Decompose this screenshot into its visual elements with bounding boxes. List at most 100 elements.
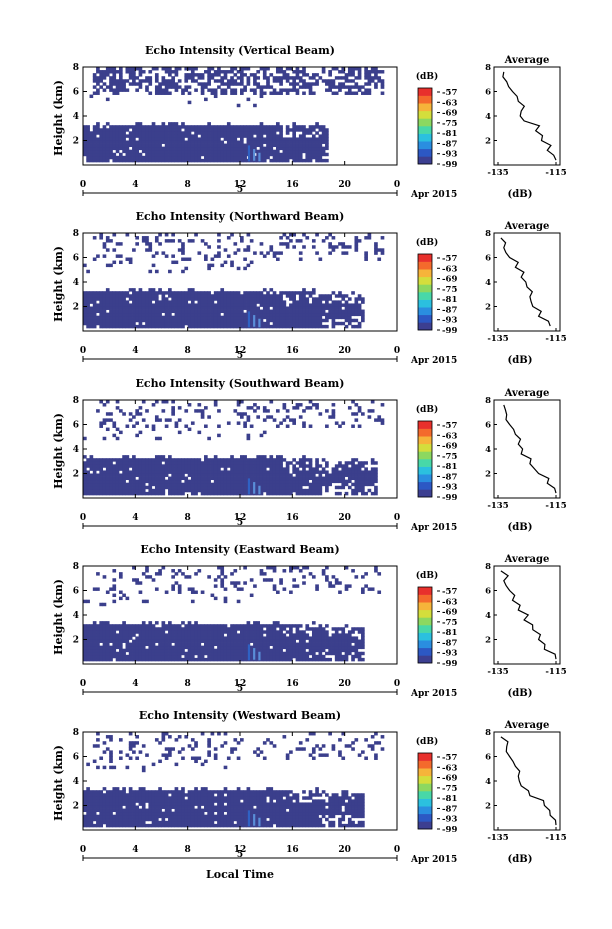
heatmap-cell bbox=[226, 324, 231, 329]
heatmap-cell bbox=[89, 636, 94, 640]
heatmap-cell bbox=[253, 636, 257, 640]
heatmap-cell bbox=[285, 131, 290, 135]
heatmap-cell bbox=[295, 128, 300, 132]
heatmap-cell bbox=[128, 73, 133, 77]
heatmap-cell bbox=[292, 476, 296, 481]
heatmap-cell bbox=[279, 479, 283, 484]
heatmap-cell bbox=[135, 152, 139, 157]
heatmap-cell bbox=[243, 458, 247, 462]
heatmap-cell bbox=[145, 479, 149, 484]
heatmap-cell bbox=[161, 657, 166, 662]
heatmap-cell bbox=[243, 651, 247, 656]
heatmap-cell bbox=[115, 146, 120, 151]
heatmap-cell bbox=[347, 245, 352, 249]
heatmap-cell bbox=[289, 291, 293, 295]
heatmap-cell bbox=[321, 239, 326, 243]
heatmap-cell bbox=[266, 155, 270, 160]
heatmap-cell bbox=[217, 461, 221, 465]
heatmap-cell bbox=[370, 458, 375, 462]
heatmap-cell bbox=[184, 467, 189, 471]
heatmap-streak bbox=[253, 482, 256, 494]
heatmap-cell bbox=[187, 239, 192, 243]
heatmap-cell bbox=[115, 467, 120, 471]
heatmap-cell bbox=[246, 303, 251, 307]
heatmap-cell bbox=[194, 67, 198, 71]
heatmap-cell bbox=[102, 436, 107, 441]
heatmap-cell bbox=[148, 624, 153, 628]
heatmap-cell bbox=[89, 294, 94, 298]
heatmap-cell bbox=[256, 85, 261, 89]
heatmap-cell bbox=[269, 642, 274, 647]
heatmap-cell bbox=[200, 82, 205, 86]
heatmap-cell bbox=[210, 639, 215, 643]
heatmap-cell bbox=[259, 122, 264, 126]
heatmap-cell bbox=[151, 131, 156, 135]
heatmap-cell bbox=[266, 82, 270, 86]
heatmap-cell bbox=[118, 572, 123, 576]
heatmap-cell bbox=[308, 464, 313, 468]
heatmap-cell bbox=[279, 152, 283, 157]
heatmap-cell bbox=[151, 633, 156, 637]
heatmap-cell bbox=[207, 657, 211, 662]
heatmap-cell bbox=[282, 642, 287, 647]
heatmap-cell bbox=[331, 67, 336, 71]
heatmap-cell bbox=[318, 470, 323, 474]
heatmap-cell bbox=[259, 636, 264, 640]
heatmap-cell bbox=[249, 128, 254, 132]
heatmap-cell bbox=[190, 146, 195, 151]
heatmap-cell bbox=[145, 149, 149, 154]
heatmap-cell bbox=[89, 651, 94, 656]
heatmap-cell bbox=[187, 488, 192, 493]
heatmap-cell bbox=[380, 418, 385, 422]
heatmap-cell bbox=[99, 306, 104, 310]
heatmap-cell bbox=[341, 312, 346, 317]
heatmap-cell bbox=[328, 79, 332, 83]
heatmap-cell bbox=[226, 488, 231, 493]
heatmap-cell bbox=[194, 294, 198, 298]
heatmap-cell bbox=[177, 648, 182, 653]
heatmap-cell bbox=[89, 315, 94, 320]
heatmap-cell bbox=[275, 79, 280, 83]
heatmap-cell bbox=[246, 433, 251, 438]
heatmap-cell bbox=[92, 488, 97, 493]
heatmap-cell bbox=[285, 470, 290, 474]
heatmap-cell bbox=[171, 569, 175, 573]
heatmap-cell bbox=[292, 294, 296, 298]
heatmap-cell bbox=[305, 300, 310, 304]
heatmap-cell bbox=[145, 312, 149, 317]
heatmap-cell bbox=[266, 482, 270, 487]
heatmap-cell bbox=[249, 134, 254, 138]
heatmap-cell bbox=[145, 79, 149, 83]
heatmap-cell bbox=[83, 636, 87, 640]
colorbar-segment bbox=[418, 436, 432, 445]
heatmap-cell bbox=[135, 143, 139, 148]
heatmap-cell bbox=[102, 303, 107, 307]
x-tick-label: 0 bbox=[80, 180, 86, 190]
heatmap-cell bbox=[318, 639, 323, 643]
heatmap-cell bbox=[92, 128, 97, 132]
heatmap-cell bbox=[200, 91, 205, 95]
heatmap-cell bbox=[220, 488, 225, 493]
heatmap-cell bbox=[174, 312, 179, 317]
heatmap-cell bbox=[230, 309, 234, 314]
heatmap-cell bbox=[259, 303, 264, 307]
heatmap-cell bbox=[249, 315, 254, 320]
heatmap-cell bbox=[367, 409, 372, 413]
heatmap-cell bbox=[285, 651, 290, 656]
heatmap-cell bbox=[285, 91, 290, 95]
heatmap-cell bbox=[308, 312, 313, 317]
heatmap-cell bbox=[223, 470, 228, 474]
heatmap-cell bbox=[262, 409, 267, 413]
heatmap-cell bbox=[112, 636, 117, 640]
heatmap-cell bbox=[109, 633, 113, 637]
heatmap-cell bbox=[92, 461, 97, 465]
heatmap-cell bbox=[190, 297, 195, 301]
heatmap-cell bbox=[184, 464, 189, 468]
heatmap-cell bbox=[295, 654, 300, 659]
heatmap-cell bbox=[344, 309, 349, 314]
heatmap-cell bbox=[275, 76, 280, 80]
heatmap-cell bbox=[298, 291, 303, 295]
heatmap-cell bbox=[164, 309, 169, 314]
heatmap-cell bbox=[236, 642, 241, 647]
heatmap-cell bbox=[190, 627, 195, 631]
